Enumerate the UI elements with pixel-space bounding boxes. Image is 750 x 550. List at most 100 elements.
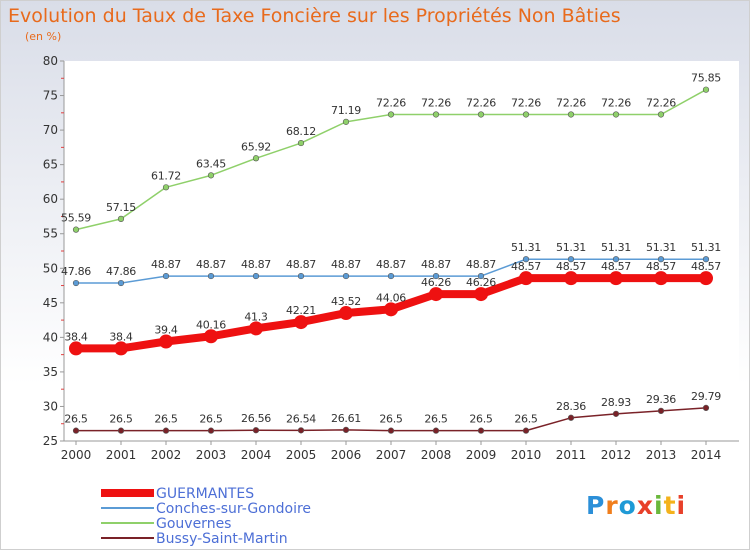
data-point <box>429 287 443 302</box>
data-label: 43.52 <box>331 295 361 308</box>
data-label: 61.72 <box>151 169 181 182</box>
data-point <box>564 271 578 286</box>
data-label: 46.26 <box>421 276 451 289</box>
y-tick-label: 40 <box>43 330 58 344</box>
data-point <box>159 334 173 349</box>
data-label: 57.15 <box>106 201 136 214</box>
data-label: 26.5 <box>514 413 538 426</box>
data-label: 48.87 <box>196 258 226 271</box>
data-point <box>657 256 665 263</box>
legend-label: Bussy-Saint-Martin <box>156 531 288 547</box>
x-tick-label: 2014 <box>691 448 722 462</box>
chart-unit-label: (en %) <box>25 30 62 43</box>
proxiti-logo: Proxiti <box>586 491 687 520</box>
data-point <box>252 272 260 280</box>
data-point <box>477 272 485 280</box>
x-tick-label: 2007 <box>376 448 407 462</box>
data-label: 26.5 <box>64 413 88 426</box>
y-tick-label: 55 <box>43 227 58 241</box>
x-tick-label: 2003 <box>196 448 227 462</box>
y-tick-label: 65 <box>43 158 58 172</box>
data-label: 48.57 <box>556 260 586 273</box>
x-tick-label: 2001 <box>106 448 137 462</box>
data-point <box>297 272 305 280</box>
data-point <box>699 271 713 286</box>
y-tick-label: 80 <box>43 54 58 68</box>
data-label: 38.4 <box>109 330 133 343</box>
data-point <box>609 271 623 286</box>
data-point <box>207 172 215 179</box>
data-label: 51.31 <box>511 241 541 254</box>
data-label: 26.5 <box>109 413 133 426</box>
data-point <box>294 315 308 330</box>
data-label: 51.31 <box>646 241 676 254</box>
data-point <box>342 118 350 125</box>
data-point <box>519 271 533 286</box>
data-point <box>657 407 665 414</box>
data-label: 72.26 <box>511 96 541 109</box>
data-label: 29.36 <box>646 393 676 406</box>
data-label: 68.12 <box>286 125 316 138</box>
data-point <box>432 111 440 118</box>
y-tick-label: 35 <box>43 365 58 379</box>
data-point <box>387 427 395 434</box>
x-tick-label: 2010 <box>511 448 542 462</box>
data-point <box>342 272 350 280</box>
data-label: 46.26 <box>466 276 496 289</box>
data-point <box>567 256 575 263</box>
data-point <box>297 139 305 147</box>
data-point <box>612 111 620 118</box>
data-point <box>522 427 530 434</box>
data-label: 48.57 <box>691 260 721 273</box>
data-label: 48.87 <box>376 258 406 271</box>
data-label: 51.31 <box>691 241 721 254</box>
data-point <box>654 271 668 286</box>
data-point <box>387 111 395 118</box>
data-point <box>249 321 263 336</box>
plot-area <box>64 61 739 441</box>
data-label: 26.5 <box>199 413 223 426</box>
data-point <box>702 256 710 263</box>
data-label: 26.56 <box>241 412 271 425</box>
data-point <box>387 272 395 280</box>
data-label: 51.31 <box>556 241 586 254</box>
data-label: 75.85 <box>691 72 721 85</box>
data-point <box>339 306 353 321</box>
data-label: 48.57 <box>511 260 541 273</box>
data-label: 40.16 <box>196 318 226 331</box>
data-label: 26.5 <box>154 413 178 426</box>
data-label: 47.86 <box>61 265 91 278</box>
data-point <box>252 427 260 434</box>
data-point <box>702 86 710 93</box>
x-tick-label: 2000 <box>61 448 92 462</box>
data-label: 41.3 <box>244 310 268 323</box>
data-label: 72.26 <box>601 96 631 109</box>
data-point <box>162 184 170 191</box>
data-label: 26.54 <box>286 412 316 425</box>
data-label: 26.61 <box>331 412 361 425</box>
data-label: 28.93 <box>601 396 631 409</box>
data-point <box>297 427 305 434</box>
data-point <box>342 426 350 433</box>
x-tick-label: 2009 <box>466 448 497 462</box>
data-point <box>117 427 125 434</box>
data-point <box>702 404 710 412</box>
data-label: 44.06 <box>376 291 406 304</box>
data-label: 72.26 <box>556 96 586 109</box>
y-tick-label: 60 <box>43 192 58 206</box>
data-point <box>657 111 665 118</box>
data-label: 26.5 <box>379 413 403 426</box>
data-point <box>612 410 620 417</box>
x-tick-label: 2011 <box>556 448 587 462</box>
data-label: 65.92 <box>241 140 271 153</box>
data-point <box>522 256 530 263</box>
data-point <box>252 155 260 162</box>
data-point <box>204 329 218 344</box>
y-tick-label: 25 <box>43 434 58 448</box>
legend-label: GUERMANTES <box>156 486 254 502</box>
data-point <box>114 341 128 356</box>
data-label: 48.87 <box>241 258 271 271</box>
data-label: 38.4 <box>64 330 88 343</box>
